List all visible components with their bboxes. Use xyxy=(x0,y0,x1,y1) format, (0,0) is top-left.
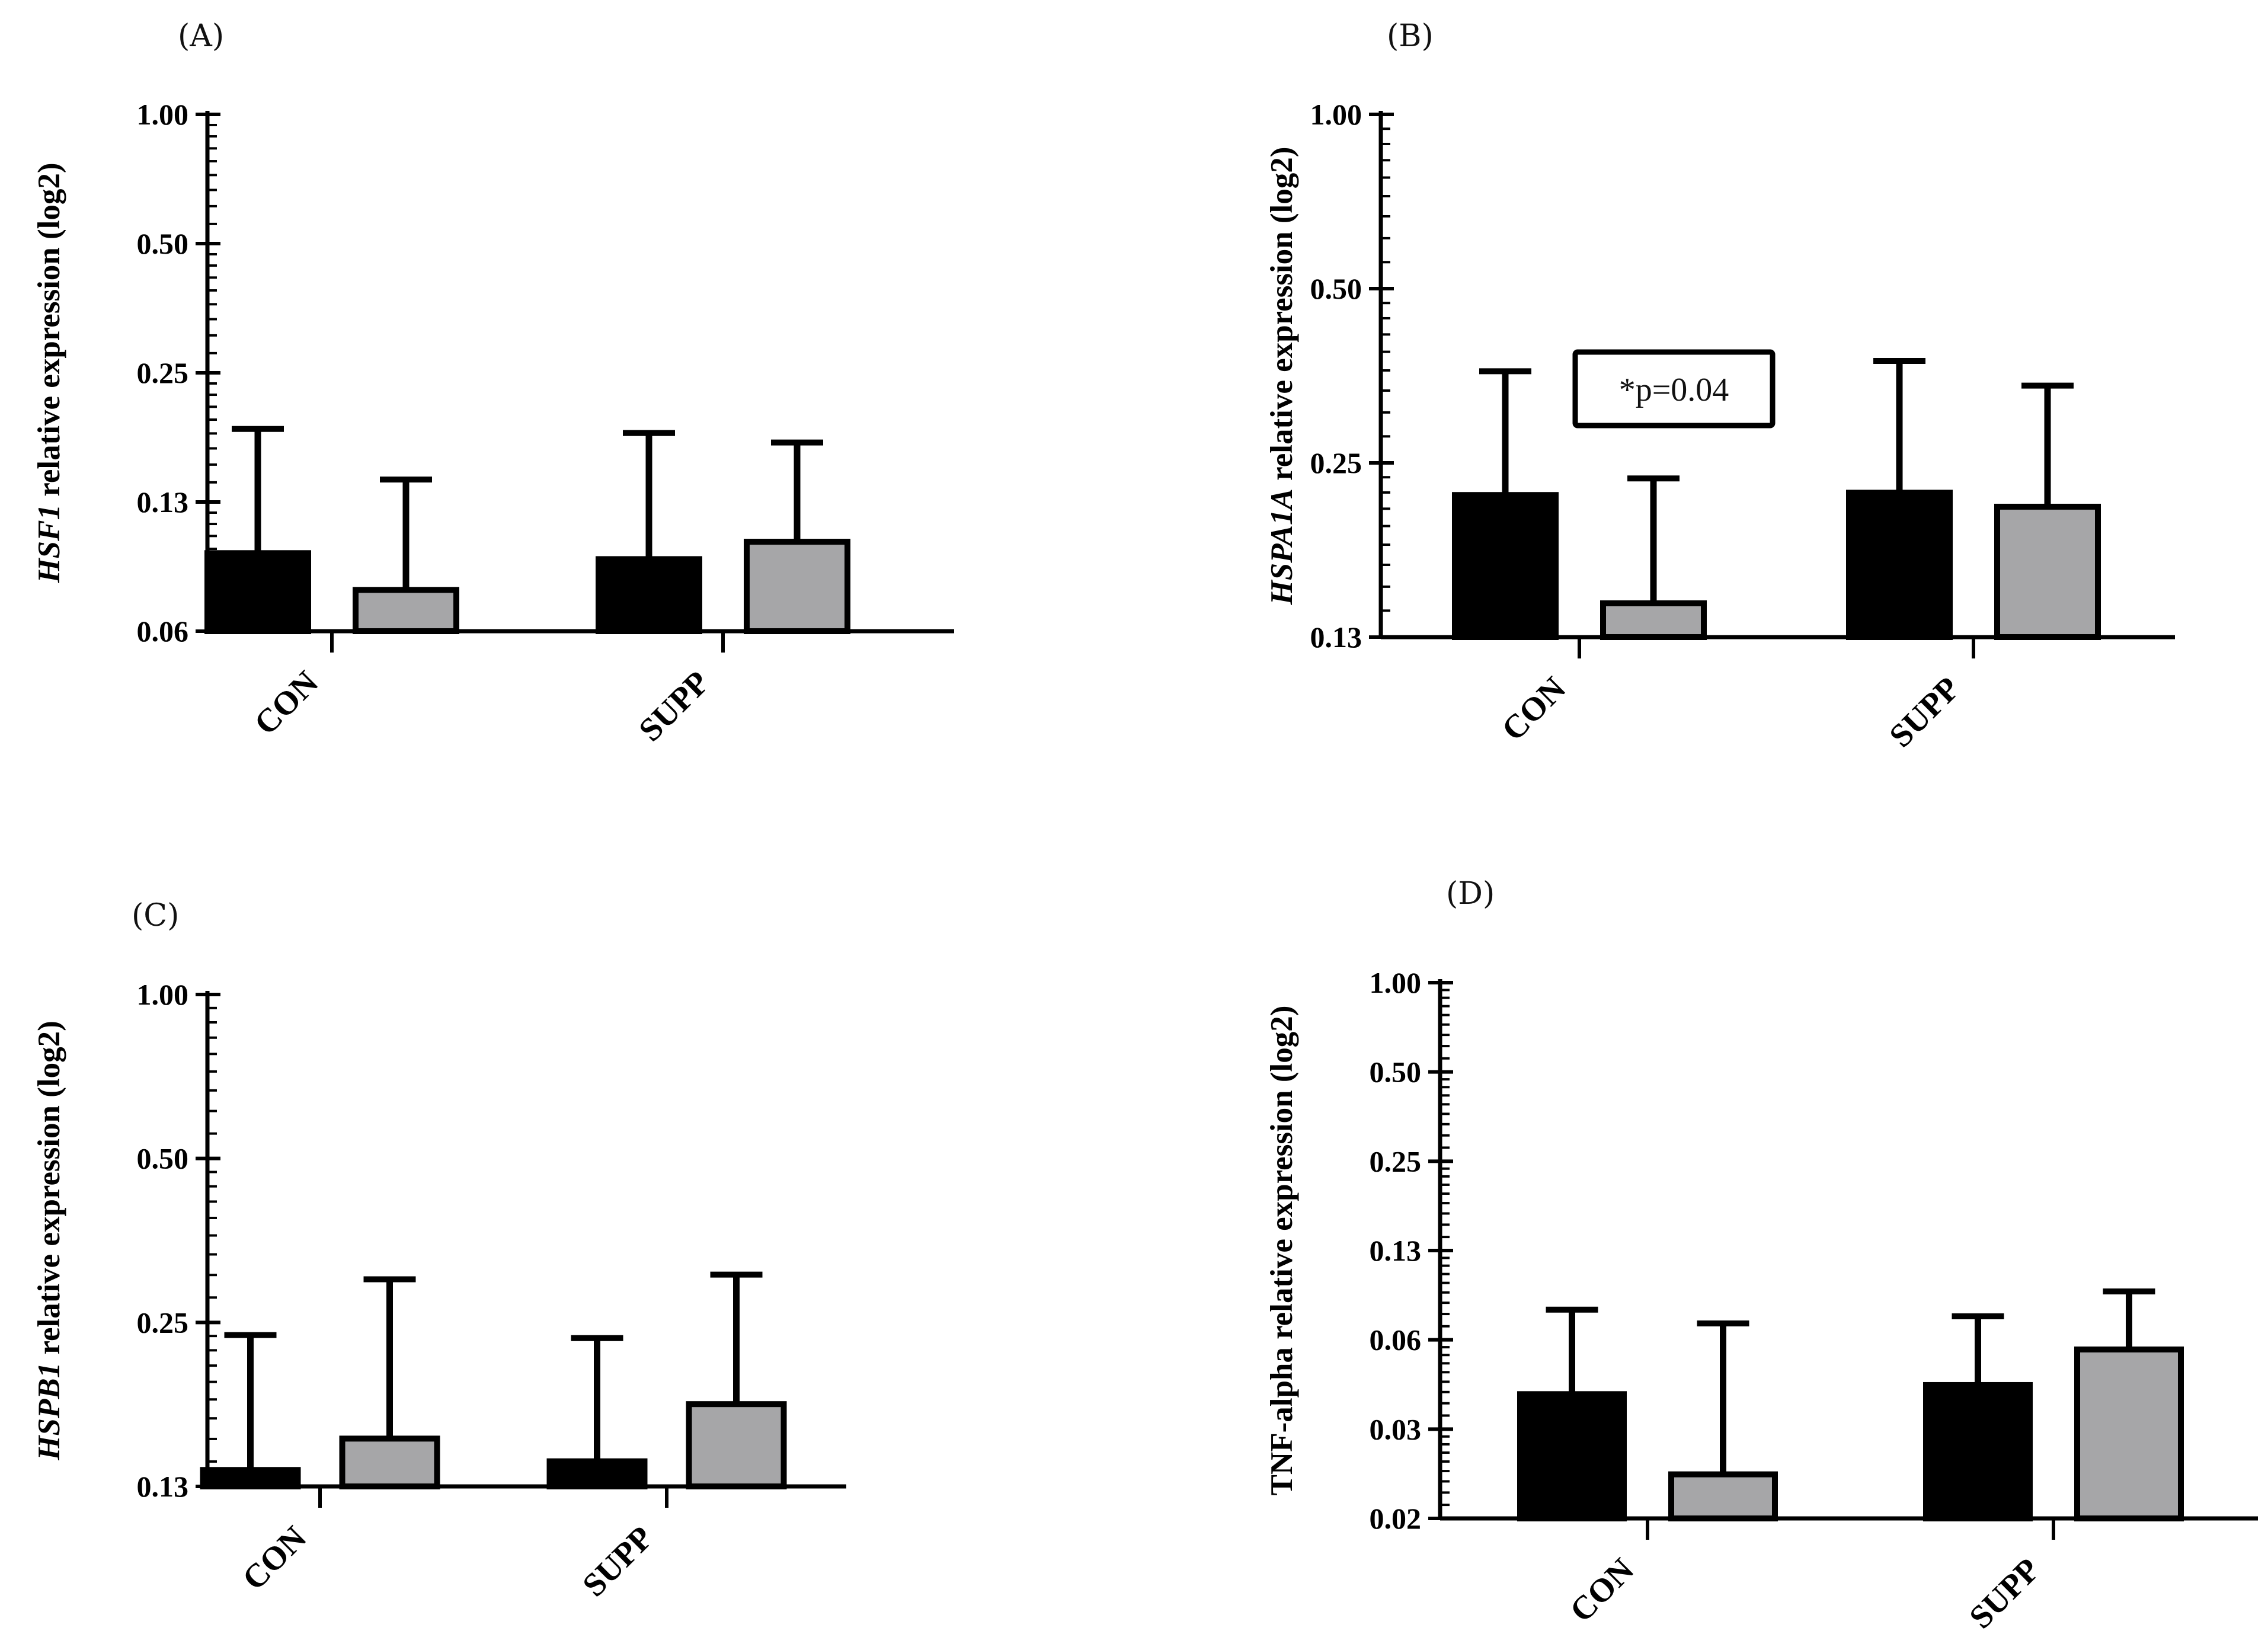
bar xyxy=(2074,1346,2184,1521)
y-tick-label: 0.13 xyxy=(1370,1234,1422,1267)
panel-label: (B) xyxy=(1387,18,1434,54)
y-axis-label-gene: HSF1 xyxy=(32,504,66,584)
y-axis-label-text: relative expression (log2) xyxy=(1265,1006,1299,1348)
bar xyxy=(1994,503,2101,640)
y-axis-label-text: relative expression (log2) xyxy=(32,162,66,504)
y-tick-label: 0.13 xyxy=(137,1470,189,1503)
y-tick-label: 0.25 xyxy=(137,356,189,389)
bar xyxy=(596,556,702,635)
bar xyxy=(744,539,850,634)
bar xyxy=(1846,490,1953,641)
y-axis-label-text: relative expression (log2) xyxy=(1265,147,1299,489)
bar xyxy=(1517,1391,1627,1521)
y-tick-label: 0.25 xyxy=(137,1306,189,1339)
chart-panel-a: (A) HSF1 relative expression (log2) 0.06 0.… xyxy=(32,18,954,749)
y-axis-label-text: relative expression (log2) xyxy=(32,1021,66,1363)
y-tick-label: 0.50 xyxy=(1310,272,1362,305)
y-axis-label: TNF-alpha relative expression (log2) xyxy=(1265,1006,1299,1496)
y-tick-label: 0.50 xyxy=(1370,1056,1422,1089)
y-tick-label: 1.00 xyxy=(1310,98,1362,131)
panel-label: (D) xyxy=(1446,876,1495,912)
y-tick-label: 0.50 xyxy=(137,1142,189,1175)
y-axis-label: HSPB1 relative expression (log2) xyxy=(32,1021,66,1460)
bar xyxy=(1600,600,1707,641)
y-tick-label: 0.03 xyxy=(1370,1412,1422,1446)
y-tick-label: 0.25 xyxy=(1370,1144,1422,1178)
y-axis-label: HSF1 relative expression (log2) xyxy=(32,162,66,583)
y-axis-label-gene: TNF-alpha xyxy=(1265,1347,1299,1495)
y-tick-label: 0.13 xyxy=(1310,621,1362,654)
y-axis-label-gene: HSPB1 xyxy=(32,1363,66,1461)
bar xyxy=(200,1467,301,1490)
y-tick-label: 0.13 xyxy=(137,485,189,519)
y-tick-label: 0.02 xyxy=(1370,1502,1422,1535)
bar xyxy=(1452,492,1559,640)
y-axis-label: HSPA1A relative expression (log2) xyxy=(1265,147,1299,606)
y-axis-label-gene: HSPA1A xyxy=(1265,488,1299,605)
bar xyxy=(339,1435,440,1489)
bar xyxy=(1668,1471,1778,1521)
y-tick-label: 1.00 xyxy=(1370,966,1422,999)
y-tick-label: 0.06 xyxy=(137,615,189,648)
y-tick-label: 1.00 xyxy=(137,98,189,131)
bar xyxy=(686,1401,787,1490)
bar xyxy=(1923,1382,2033,1521)
panel-label: (A) xyxy=(178,18,224,54)
y-tick-label: 0.50 xyxy=(137,227,189,260)
y-tick-label: 1.00 xyxy=(137,978,189,1011)
y-tick-label: 0.06 xyxy=(1370,1323,1422,1357)
bar xyxy=(353,587,459,635)
bar xyxy=(204,550,311,634)
significance-annotation: *p=0.04 xyxy=(1619,372,1729,408)
panel-label: (C) xyxy=(132,898,179,933)
significance-box xyxy=(1572,349,1776,429)
bar xyxy=(546,1458,648,1490)
chart-panel-b: (B) HSPA1A relative expression (log2) 0.13… xyxy=(1265,18,2175,754)
y-tick-label: 0.25 xyxy=(1310,446,1362,479)
